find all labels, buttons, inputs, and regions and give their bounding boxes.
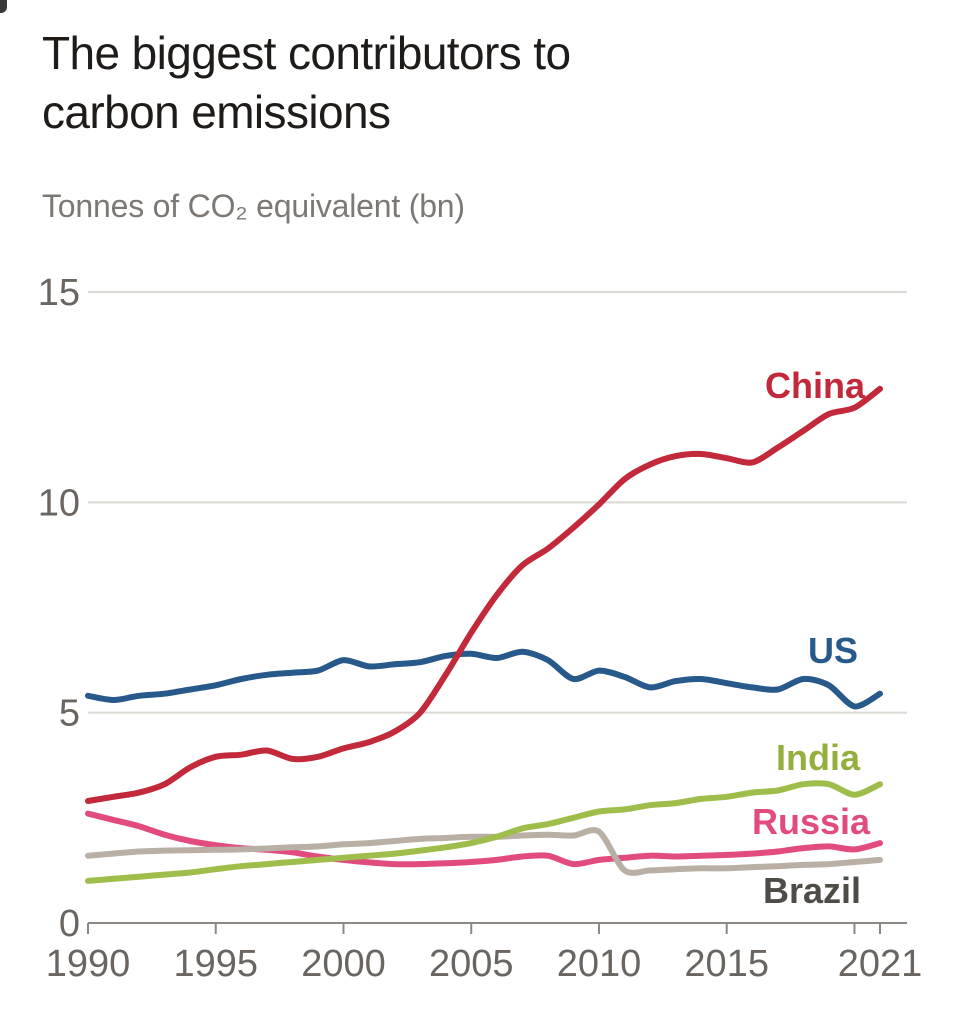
gridlines-group: [88, 291, 907, 714]
page-title: The biggest contributors to carbon emiss…: [42, 24, 571, 142]
series-label-brazil: Brazil: [763, 870, 861, 911]
chart-unit-subtitle: Tonnes of CO₂ equivalent (bn): [42, 188, 465, 224]
series-label-china: China: [765, 365, 866, 406]
series-line-brazil: [85, 827, 883, 876]
y-tick-label-10: 10: [38, 482, 80, 524]
series-line-us: [85, 648, 883, 710]
x-tick-label-2010: 2010: [557, 943, 642, 985]
y-tick-label-0: 0: [59, 903, 80, 945]
title-line-1: The biggest contributors to: [42, 27, 571, 79]
x-tick-label-2000: 2000: [301, 943, 386, 985]
y-tick-label-5: 5: [59, 693, 80, 735]
series-line-india: [85, 780, 883, 884]
title-line-2: carbon emissions: [42, 86, 391, 138]
series-label-us: US: [808, 630, 858, 671]
y-tick-label-15: 15: [38, 272, 80, 314]
series-line-china: [85, 385, 883, 804]
x-tick-label-2021: 2021: [838, 943, 923, 985]
x-tick-label-1990: 1990: [46, 943, 131, 985]
series-labels-group: China US India Russia Brazil: [752, 365, 871, 911]
series-label-india: India: [776, 737, 861, 778]
series-label-russia: Russia: [752, 801, 871, 842]
series-lines-group: [85, 385, 883, 884]
x-tick-label-2015: 2015: [684, 943, 769, 985]
x-tick-label-2005: 2005: [429, 943, 514, 985]
series-line-russia: [85, 810, 883, 868]
corner-artifact: [0, 0, 7, 13]
axis-group: 0 5 10 15 1990 1995 2000 2005 2010 2015 2021: [38, 272, 923, 985]
x-tick-label-1995: 1995: [173, 943, 258, 985]
